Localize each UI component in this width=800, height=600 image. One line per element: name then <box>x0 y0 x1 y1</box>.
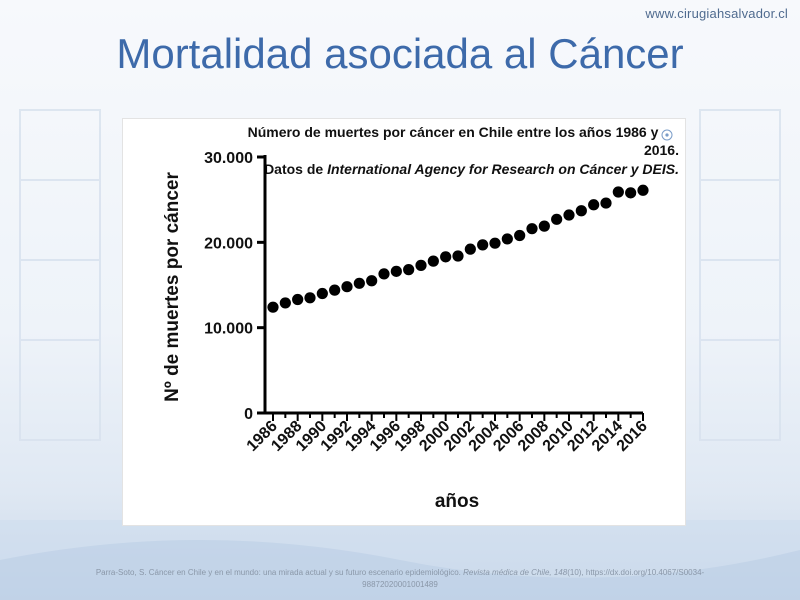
citation-journal: Revista médica de Chile, 148 <box>463 568 568 577</box>
info-icon <box>661 129 673 141</box>
scatter-chart: Número de muertes por cáncer en Chile en… <box>162 124 679 512</box>
data-point <box>625 187 637 199</box>
data-point <box>538 220 550 232</box>
data-point <box>304 292 316 304</box>
data-point <box>329 284 341 296</box>
data-point <box>390 265 402 277</box>
data-point <box>489 237 501 249</box>
data-point <box>316 287 328 300</box>
data-point <box>366 275 378 287</box>
x-axis-label: años <box>435 491 479 512</box>
chart-subtitle-prefix: Datos de <box>264 161 327 177</box>
data-points <box>267 184 649 313</box>
data-point <box>440 251 452 263</box>
y-axis-ticks: 0 10.000 20.000 30.000 <box>204 150 265 423</box>
data-point <box>464 243 476 255</box>
chart-subtitle-source: International Agency for Research on Cán… <box>327 161 679 177</box>
y-tick-label: 30.000 <box>204 150 253 167</box>
y-tick-label: 10.000 <box>204 321 253 338</box>
chart-title-line-1: Número de muertes por cáncer en Chile en… <box>248 124 659 140</box>
data-point <box>477 239 489 251</box>
y-axis-label: Nº de muertes por cáncer <box>162 172 183 402</box>
data-point <box>415 259 427 271</box>
x-axis-ticks: 1986198819901992199419961998200020022004… <box>244 413 651 455</box>
data-point <box>403 264 415 276</box>
chart-title-line-2: 2016. <box>644 142 679 158</box>
data-point <box>267 301 279 313</box>
citation-issue: (10), https://dx.doi.org/10.4067/S0034-9… <box>362 568 705 589</box>
data-point <box>612 186 624 198</box>
data-point <box>378 268 390 280</box>
citation-authors: Parra-Soto, S. Cáncer en Chile y en el m… <box>95 568 461 577</box>
data-point <box>452 250 464 262</box>
data-point <box>501 233 513 245</box>
chart-card: Número de muertes por cáncer en Chile en… <box>122 118 686 526</box>
y-tick-label: 20.000 <box>204 235 253 252</box>
chart-axes <box>263 155 643 415</box>
data-point <box>600 197 612 209</box>
data-point <box>575 205 587 217</box>
site-url: www.cirugiahsalvador.cl <box>645 6 788 21</box>
citation-caption: Parra-Soto, S. Cáncer en Chile y en el m… <box>85 567 715 591</box>
data-point <box>341 281 353 293</box>
slide-title: Mortalidad asociada al Cáncer <box>116 30 684 77</box>
chart-subtitle: Datos de International Agency for Resear… <box>264 161 679 177</box>
data-point <box>563 209 575 221</box>
data-point <box>279 297 291 309</box>
data-point <box>551 213 563 225</box>
data-point <box>588 199 600 211</box>
data-point <box>637 184 649 196</box>
data-point <box>427 255 439 267</box>
data-point <box>292 293 304 306</box>
y-tick-label: 0 <box>244 406 253 423</box>
data-point <box>526 223 538 235</box>
data-point <box>353 277 365 289</box>
data-point <box>514 229 526 242</box>
